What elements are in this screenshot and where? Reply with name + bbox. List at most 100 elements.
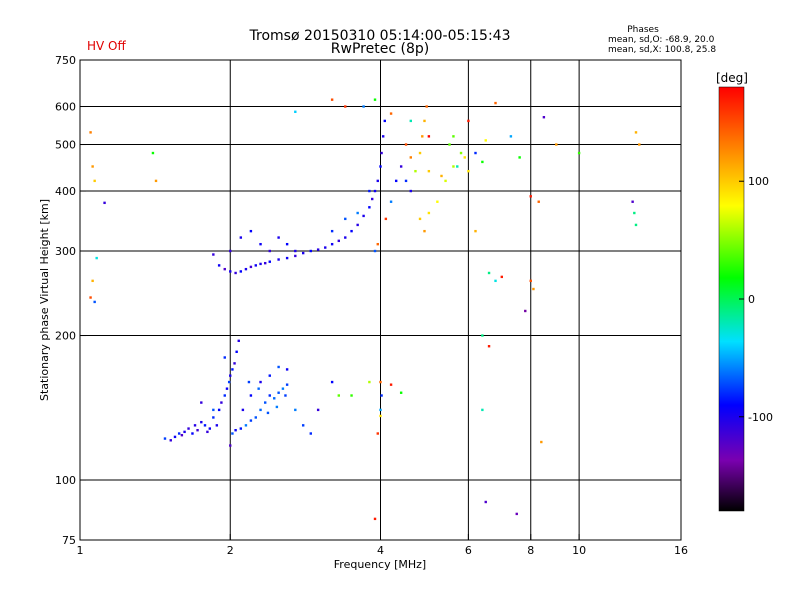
- data-point: [301, 251, 305, 255]
- data-point: [463, 156, 466, 159]
- phase-stats-o: mean, sd,O: -68.9, 20.0: [608, 35, 715, 45]
- data-point: [350, 229, 353, 233]
- data-point: [524, 309, 527, 313]
- data-point: [373, 189, 377, 193]
- data-point: [301, 424, 305, 427]
- data-point: [427, 211, 431, 215]
- data-point: [234, 429, 237, 432]
- data-point: [344, 105, 347, 108]
- data-point: [294, 254, 297, 258]
- data-point: [384, 217, 388, 221]
- data-point: [484, 500, 487, 504]
- data-point: [225, 387, 229, 390]
- y-tick-label: 100: [55, 474, 76, 487]
- data-point: [227, 380, 231, 384]
- data-point: [459, 151, 463, 155]
- y-axis-label: Stationary phase Virtual Height [km]: [38, 199, 51, 401]
- data-point: [309, 249, 312, 253]
- data-point: [180, 433, 184, 437]
- data-point: [452, 135, 455, 138]
- data-point: [487, 345, 491, 348]
- data-point: [330, 229, 334, 233]
- data-point: [239, 236, 243, 239]
- data-point: [409, 156, 412, 159]
- x-axis-ticks: 1 2 4 6 8 10 16: [77, 534, 688, 557]
- hv-status-label: HV Off: [87, 39, 126, 53]
- data-point: [379, 408, 382, 412]
- data-point: [93, 300, 96, 304]
- data-point: [229, 374, 232, 377]
- data-point: [383, 119, 386, 123]
- data-point: [249, 394, 253, 397]
- y-tick-label: 300: [55, 245, 76, 258]
- data-point: [268, 394, 271, 397]
- data-point: [494, 279, 497, 283]
- y-tick-label: 500: [55, 139, 76, 152]
- data-point: [452, 165, 455, 168]
- data-point: [187, 427, 190, 430]
- y-tick-label: 600: [55, 101, 76, 114]
- phase-stats-x: mean, sd,X: 100.8, 25.8: [608, 45, 716, 55]
- data-point: [247, 380, 251, 384]
- x-axis-label: Frequency [MHz]: [334, 558, 426, 571]
- data-point: [427, 169, 431, 173]
- data-point: [638, 143, 641, 146]
- data-point: [241, 408, 245, 412]
- y-axis-ticks: 75 100 200 300 400 500 600 750: [55, 54, 86, 547]
- data-point: [281, 387, 285, 390]
- data-point: [330, 242, 334, 246]
- x-tick-label: 16: [674, 544, 688, 557]
- data-point: [277, 365, 280, 369]
- data-point: [203, 424, 207, 427]
- data-point: [206, 430, 209, 434]
- data-point: [394, 179, 398, 183]
- x-tick-label: 8: [527, 544, 534, 557]
- data-point: [294, 408, 297, 412]
- data-point: [294, 110, 297, 113]
- colorbar-tick-label: 100: [748, 175, 769, 188]
- data-point: [229, 270, 232, 273]
- data-point: [371, 197, 374, 201]
- data-point: [231, 432, 234, 435]
- data-point: [362, 214, 365, 218]
- data-point: [223, 394, 226, 397]
- data-point: [440, 174, 443, 178]
- colorbar-label: [deg]: [716, 71, 748, 85]
- data-point: [169, 439, 172, 442]
- y-tick-label: 200: [55, 330, 76, 343]
- data-point: [474, 229, 477, 233]
- data-point: [427, 135, 431, 138]
- data-point: [266, 411, 270, 415]
- data-point: [409, 119, 412, 123]
- data-point: [223, 356, 226, 359]
- data-point: [487, 271, 491, 275]
- data-point: [316, 408, 320, 412]
- data-point: [368, 380, 371, 384]
- chart-title-line2: RwPretec (8p): [331, 41, 429, 57]
- data-point: [540, 440, 543, 444]
- x-tick-label: 1: [77, 544, 84, 557]
- data-point: [481, 408, 484, 412]
- data-point: [500, 275, 504, 279]
- data-point: [436, 200, 439, 203]
- data-point: [418, 217, 422, 221]
- data-point: [233, 362, 236, 365]
- data-point: [95, 256, 98, 260]
- data-point: [220, 401, 223, 404]
- data-point: [154, 179, 158, 183]
- data-point: [259, 262, 262, 266]
- data-point: [217, 408, 221, 412]
- data-point: [309, 432, 312, 435]
- data-point: [409, 189, 412, 193]
- data-point: [259, 242, 262, 246]
- data-point: [537, 200, 540, 203]
- x-tick-label: 4: [377, 544, 384, 557]
- data-point: [259, 408, 262, 412]
- data-point: [467, 119, 470, 123]
- phase-stats-title: Phases: [627, 25, 659, 35]
- data-point: [356, 223, 359, 227]
- data-point: [285, 256, 289, 260]
- data-point: [577, 151, 581, 155]
- data-point: [344, 236, 347, 239]
- data-point: [425, 105, 428, 108]
